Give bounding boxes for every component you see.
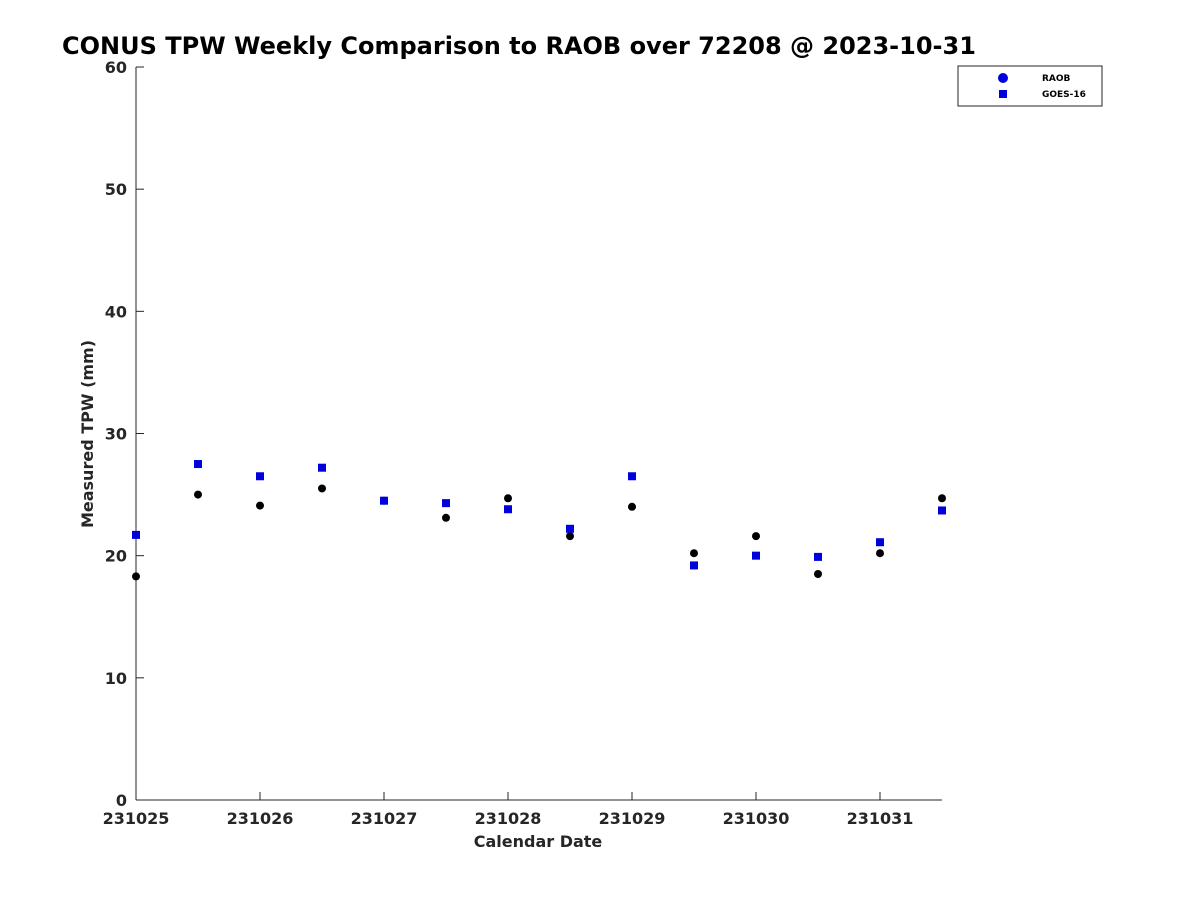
y-tick-label: 40 xyxy=(105,302,127,321)
y-tick-label: 20 xyxy=(105,547,127,566)
legend-square-marker xyxy=(999,90,1007,98)
raob-point xyxy=(566,532,574,541)
legend-box xyxy=(957,65,1103,107)
goes16-point xyxy=(566,524,574,533)
y-tick-label: 60 xyxy=(105,58,127,77)
goes16-point xyxy=(256,472,264,481)
x-tick-label: 231025 xyxy=(103,809,170,828)
x-tick-label: 231027 xyxy=(351,809,418,828)
raob-point xyxy=(194,490,202,499)
raob-point xyxy=(876,549,884,558)
raob-point xyxy=(690,549,698,558)
raob-point xyxy=(504,494,512,503)
goes16-point xyxy=(752,551,760,560)
goes16-point xyxy=(318,463,326,472)
raob-point xyxy=(938,494,946,503)
legend: RAOB GOES-16 xyxy=(957,65,1103,107)
goes16-point xyxy=(690,561,698,570)
goes16-point xyxy=(132,530,140,539)
raob-point xyxy=(752,532,760,541)
y-tick-label: 10 xyxy=(105,669,127,688)
goes16-point xyxy=(876,538,884,547)
goes16-point xyxy=(442,499,450,508)
raob-point xyxy=(628,502,636,511)
x-tick-label: 231028 xyxy=(475,809,542,828)
chart-title: CONUS TPW Weekly Comparison to RAOB over… xyxy=(62,32,976,60)
raob-point xyxy=(442,513,450,522)
x-tick-label: 231031 xyxy=(847,809,914,828)
x-tick-label: 231030 xyxy=(723,809,790,828)
x-tick-label: 231026 xyxy=(227,809,294,828)
legend-label: GOES-16 xyxy=(1042,90,1086,100)
goes16-point xyxy=(504,505,512,514)
series-raob xyxy=(132,484,946,581)
axes: 0 10 20 30 40 50 60 231025 231026 231027 231028 231… xyxy=(103,58,942,828)
goes16-point xyxy=(814,552,822,561)
y-tick-label: 30 xyxy=(105,425,127,444)
raob-point xyxy=(256,501,264,510)
goes16-point xyxy=(194,460,202,469)
raob-point xyxy=(814,569,822,578)
x-tick-label: 231029 xyxy=(599,809,666,828)
legend-circle-marker xyxy=(998,73,1008,83)
legend-label: RAOB xyxy=(1042,74,1071,84)
y-tick-label: 50 xyxy=(105,180,127,199)
series-goes-16 xyxy=(132,460,946,570)
data-points xyxy=(132,460,946,581)
goes16-point xyxy=(380,496,388,505)
goes16-point xyxy=(628,472,636,481)
raob-point xyxy=(318,484,326,493)
y-tick-label: 0 xyxy=(116,791,127,810)
x-axis-label: Calendar Date xyxy=(474,832,603,851)
goes16-point xyxy=(938,506,946,515)
raob-point xyxy=(132,572,140,581)
y-axis-label: Measured TPW (mm) xyxy=(78,340,97,528)
